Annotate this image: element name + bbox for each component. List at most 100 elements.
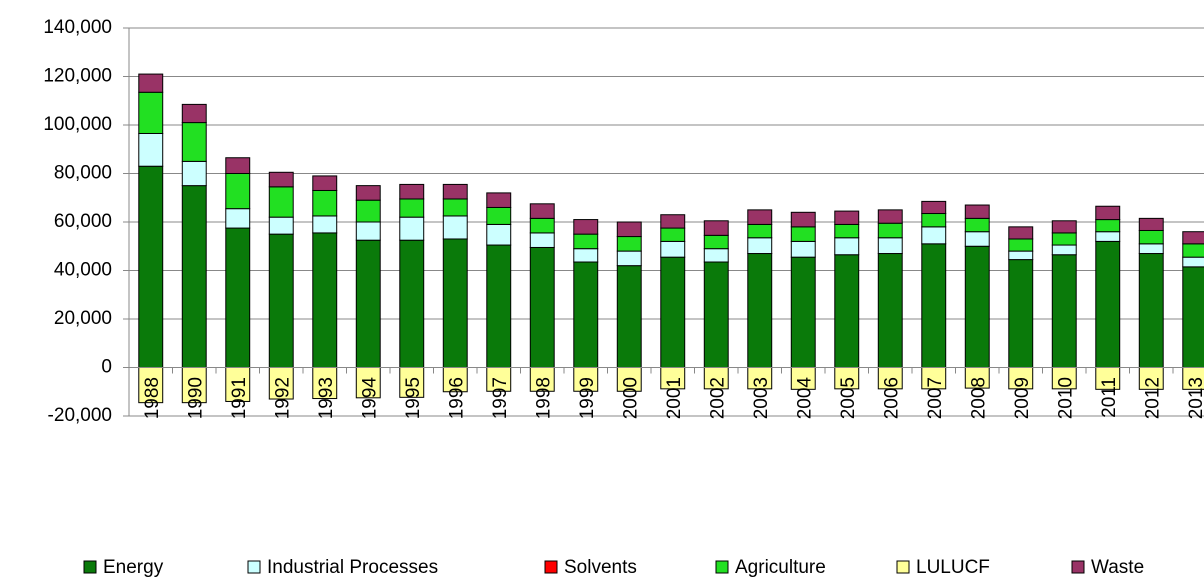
bar-segment [355,185,381,201]
bar-segment [529,217,555,234]
bar-segment [486,223,512,246]
legend-swatch [544,560,558,574]
bar-segment [877,237,903,255]
bar-segment [1008,259,1034,368]
bar-segment [1095,205,1121,221]
bar-segment [1095,219,1121,233]
bar-segment [790,240,816,258]
bar-segment [747,237,773,255]
x-tick-label: 2003 [751,377,772,419]
bar-segment [1182,256,1204,268]
bar-segment [355,239,381,368]
bar-segment [1051,244,1077,256]
x-tick-label: 1993 [316,377,337,419]
bar-segment [225,173,251,210]
bar-segment [181,103,207,124]
bar-segment [1051,220,1077,234]
bar-segment [1095,231,1121,242]
bar-segment [660,214,686,229]
bar-segment [573,261,599,369]
bar-segment [616,250,642,267]
bar-segment [225,227,251,368]
x-tick-label: 2005 [838,377,859,419]
bar-segment [747,223,773,239]
bar-segment [529,232,555,248]
bar-segment [1138,253,1164,368]
bar-segment [1182,266,1204,368]
bar-segment [399,198,425,218]
bar-segment [877,253,903,368]
bar-segment [703,234,729,250]
bar-segment [573,233,599,250]
x-tick-label: 2002 [707,377,728,419]
bar-segment [834,254,860,368]
bar-segment [747,209,773,225]
bar-segment [921,226,947,245]
legend-swatch [715,560,729,574]
legend-swatch [247,560,261,574]
bar-segment [790,226,816,242]
x-tick-label: 2006 [881,377,902,419]
y-tick-label: 40,000 [54,260,112,281]
bar-segment [964,217,990,233]
bar-segment [1008,226,1034,240]
bar-segment [312,189,338,217]
bar-segment [1051,232,1077,246]
y-tick-label: 0 [101,357,112,378]
bar-segment [921,213,947,228]
y-tick-label: 60,000 [54,211,112,232]
x-tick-label: 1995 [403,377,424,419]
bar-segment [181,122,207,162]
bar-segment [573,219,599,235]
x-tick-label: 2010 [1055,377,1076,419]
x-tick-label: 2013 [1186,377,1204,419]
bar-segment [529,246,555,368]
bar-segment [442,238,468,368]
bar-segment [1138,229,1164,245]
bar-segment [660,227,686,242]
legend-label: Industrial Processes [267,557,438,578]
bar-segment [877,222,903,239]
x-tick-label: 2009 [1012,377,1033,419]
x-tick-label: 2008 [968,377,989,419]
bar-segment [703,220,729,236]
bar-segment [312,215,338,234]
x-tick-label: 2004 [794,377,815,420]
x-tick-label: 1990 [185,377,206,419]
y-tick-label: 80,000 [54,163,112,184]
bar-segment [486,192,512,208]
x-tick-label: 1992 [272,377,293,419]
bar-segment [399,216,425,241]
bar-segment [181,185,207,368]
x-tick-label: 2011 [1099,377,1120,418]
bar-segment [529,203,555,219]
bar-segment [1182,231,1204,245]
bar-segment [964,204,990,219]
bar-segment [355,221,381,241]
bar-segment [355,199,381,223]
bar-segment [268,171,294,188]
bar-segment [877,209,903,224]
x-tick-label: 2001 [664,377,685,419]
legend-swatch [1071,560,1085,574]
y-tick-label: 20,000 [54,308,112,329]
bar-segment [616,265,642,368]
bar-segment [1008,238,1034,252]
bar-segment [312,232,338,368]
bar-segment [703,248,729,263]
x-tick-label: 1999 [577,377,598,419]
x-tick-label: 1991 [229,377,250,419]
bar-segment [1051,254,1077,368]
legend-swatch [83,560,97,574]
bar-segment [138,73,164,93]
bar-segment [660,240,686,258]
x-tick-label: 2000 [620,377,641,419]
bar-segment [268,216,294,235]
bar-segment [790,211,816,228]
x-tick-label: 2007 [925,377,946,419]
bar-segment [573,248,599,263]
x-tick-label: 1997 [490,377,511,419]
legend-label: Agriculture [735,557,826,578]
bar-segment [399,239,425,368]
